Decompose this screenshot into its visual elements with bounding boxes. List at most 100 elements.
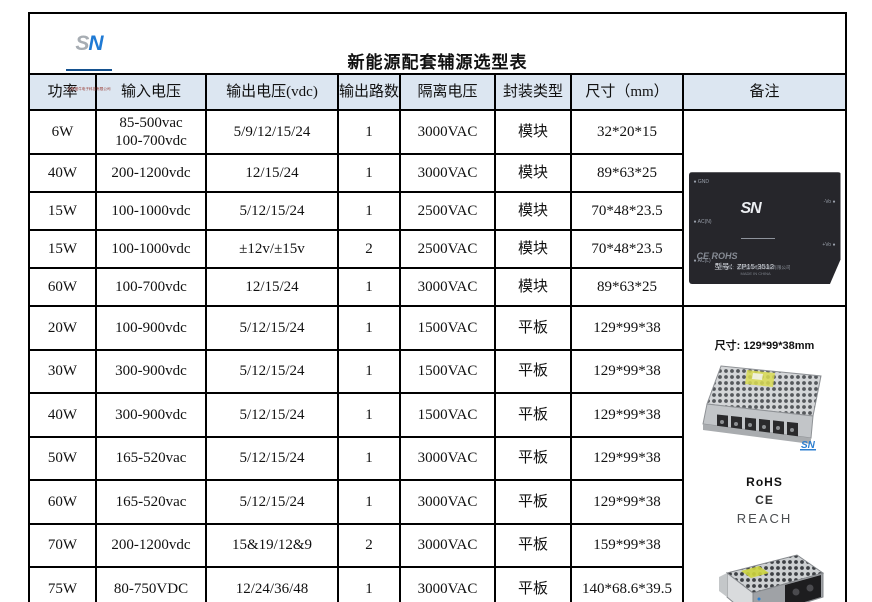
cell-isolation: 3000VAC [399, 479, 496, 525]
module-pin-gnd: ● GND [693, 179, 710, 186]
col-header-package-type: 封装类型 [494, 73, 572, 112]
cell-power: 30W [28, 348, 97, 395]
logo-underline [66, 69, 112, 71]
module-model: 型号：ZP15-3512 [714, 261, 775, 271]
cell-size: 70*48*23.5 [570, 229, 684, 270]
cell-input: 200-1200vdc [95, 522, 207, 569]
col-header-power: 功率 [28, 73, 97, 112]
cell-input: 100-1000vdc [95, 229, 207, 270]
rohs-mark: RoHS [746, 474, 783, 489]
cell-package: 模块 [494, 109, 572, 156]
table-row: 70W 200-1200vdc 15&19/12&9 2 3000VAC 平板 … [28, 522, 846, 569]
cell-package: 平板 [494, 435, 572, 482]
cell-output: 12/15/24 [205, 153, 339, 194]
cell-isolation: 2500VAC [399, 229, 496, 270]
psu-photo-1: SN [701, 365, 822, 451]
cell-input: 165-520vac [95, 479, 207, 525]
cell-channels: 1 [337, 109, 401, 156]
cell-power: 60W [28, 479, 97, 525]
page-title: 新能源配套辅源选型表 [347, 52, 528, 72]
cell-power: 50W [28, 435, 97, 482]
cell-channels: 1 [337, 267, 401, 308]
cell-input: 100-1000vdc [95, 191, 207, 232]
module-input-label: 输入电压 (INPUT): [714, 291, 764, 298]
cell-output: 5/12/15/24 [205, 392, 339, 438]
cell-isolation: 3000VAC [399, 566, 496, 602]
cell-size: 89*63*25 [570, 267, 684, 308]
cell-output: 12/15/24 [205, 267, 339, 308]
sn-logo: SN [54, 33, 124, 54]
remark-panel-cell: 尺寸: 129*99*38mm [682, 305, 847, 602]
module-maker: 制造商：合肥盛牛电子科技有限公司 [718, 264, 791, 270]
cell-channels: 1 [337, 305, 401, 351]
module-origin: MADE IN CHINA [740, 271, 771, 277]
table-row: 60W 165-520vac 5/12/15/24 1 3000VAC 平板 1… [28, 479, 846, 525]
logo-company-name: 合肥盛牛电子科技有限公司 [67, 86, 111, 91]
cell-channels: 2 [337, 522, 401, 569]
table-row: 15W 100-1000vdc 5/12/15/24 1 2500VAC 模块 … [28, 191, 846, 232]
cell-power: 20W [28, 305, 97, 351]
cell-input: 100-900vdc [95, 305, 207, 351]
cell-package: 模块 [494, 191, 572, 232]
cell-isolation: 2500VAC [399, 191, 496, 232]
cell-channels: 1 [337, 479, 401, 525]
col-header-size: 尺寸（mm） [570, 73, 684, 112]
cell-input: 165-520vac [95, 435, 207, 482]
psu1-sn-logo: SN [801, 440, 816, 451]
table-row: 6W 85-500vac 100-700vdc 5/9/12/15/24 1 3… [28, 109, 847, 308]
cell-isolation: 3000VAC [399, 153, 496, 194]
cell-channels: 1 [337, 392, 401, 438]
cell-input: 80-750VDC [95, 566, 207, 602]
module-pin-acl: ● AC(L) [693, 258, 711, 265]
cell-package: 模块 [494, 153, 572, 194]
table-row: 75W 80-750VDC 12/24/36/48 1 3000VAC 平板 1… [28, 566, 846, 602]
cell-channels: 1 [337, 435, 401, 482]
col-header-remarks: 备注 [682, 73, 847, 112]
cell-output: 5/12/15/24 [205, 191, 339, 232]
cell-output: 15&19/12&9 [205, 522, 339, 569]
selection-table: SN 合肥盛牛电子科技有限公司 新能源配套辅源选型表 功率 输入电压 输出电压(… [28, 11, 847, 602]
cell-channels: 2 [337, 229, 401, 270]
cell-power: 40W [28, 392, 97, 438]
cell-size: 129*99*38 [570, 305, 684, 351]
cell-channels: 1 [337, 153, 401, 194]
module-pin-acn: ● AC(N) [693, 219, 712, 226]
cell-package: 平板 [494, 522, 572, 569]
cell-size: 89*63*25 [570, 153, 684, 194]
cell-power: 60W [28, 267, 97, 308]
cell-size: 129*99*38 [570, 479, 684, 525]
cell-isolation: 3000VAC [399, 109, 496, 156]
table-row: 30W 300-900vdc 5/12/15/24 1 1500VAC 平板 1… [28, 348, 846, 395]
cell-package: 平板 [494, 305, 572, 351]
cell-size: 140*68.6*39.5 [570, 566, 684, 602]
logo-letter-n: N [88, 32, 103, 55]
cell-output: 5/12/15/24 [205, 479, 339, 525]
module-pin-vneg: -Vo ● [823, 199, 836, 206]
cell-package: 平板 [494, 392, 572, 438]
cell-channels: 1 [337, 566, 401, 602]
panel-cert-line: RoHS CE REACH [737, 454, 793, 529]
cell-size: 32*20*15 [570, 109, 684, 156]
cell-isolation: 3000VAC [399, 435, 496, 482]
cell-output: 5/9/12/15/24 [205, 109, 339, 156]
panel-size-note: 尺寸: 129*99*38mm [714, 340, 815, 352]
cell-input: 300-900vdc [95, 348, 207, 395]
cell-package: 模块 [494, 267, 572, 308]
psu-photo-2 [718, 554, 824, 602]
table-row: 60W 100-700vdc 12/15/24 1 3000VAC 模块 89*… [28, 267, 846, 308]
cell-power: 6W [28, 109, 97, 156]
reach-mark: REACH [736, 511, 793, 526]
remark-module-cell: ● GND ● AC(N) ● AC(L) -Vo ● +Vo ● SN 型号：… [682, 109, 847, 308]
cell-output: 5/12/15/24 [205, 305, 339, 351]
col-header-isolation-voltage: 隔离电压 [399, 73, 496, 112]
module-pin-vpos: +Vo ● [822, 242, 836, 249]
cell-channels: 1 [337, 348, 401, 395]
cell-size: 129*99*38 [570, 392, 684, 438]
table-row: 40W 200-1200vdc 12/15/24 1 3000VAC 模块 89… [28, 153, 846, 194]
cell-power: 75W [28, 566, 97, 602]
cell-package: 平板 [494, 348, 572, 395]
cell-input: 85-500vac 100-700vdc [95, 109, 207, 156]
cell-isolation: 1500VAC [399, 305, 496, 351]
table-row: 15W 100-1000vdc ±12v/±15v 2 2500VAC 模块 7… [28, 229, 846, 270]
